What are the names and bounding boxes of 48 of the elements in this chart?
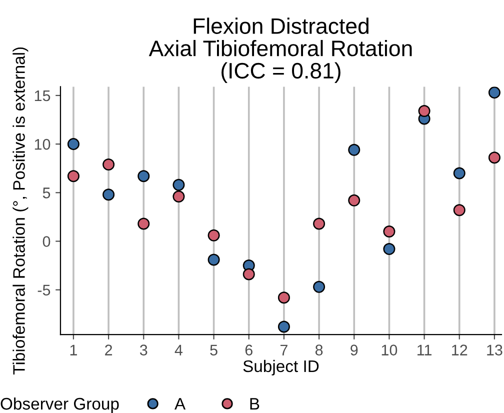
x-tick-label: 13 (487, 344, 502, 356)
x-axis-title: Subject ID (243, 360, 319, 376)
point (138, 170, 150, 182)
point (348, 194, 360, 206)
x-tick-label: 7 (280, 344, 288, 356)
x-tick-label: 1 (70, 344, 77, 356)
point (208, 229, 220, 242)
point (67, 170, 80, 182)
x-tick-label: 9 (350, 344, 358, 356)
x-tick-label: 8 (315, 344, 323, 356)
point (102, 188, 115, 201)
y-tick-label: 15 (34, 90, 50, 102)
chart-title: Flexion Distracted Axial Tibiofemoral Rotation (ICC = 0.81) (148, 18, 412, 83)
legend-title: Observer Group (0, 397, 119, 413)
y-axis-title: Tibiofemoral Rotation (°, Positive is external) (12, 47, 28, 374)
point (348, 144, 360, 156)
point (67, 138, 80, 150)
point (208, 254, 220, 266)
point (138, 218, 150, 230)
y-tick-label: 10 (34, 138, 50, 150)
point (102, 158, 115, 170)
point (488, 152, 500, 164)
x-tick-label: 12 (452, 344, 468, 356)
y-tick-label: 0 (42, 236, 50, 247)
x-tick-label: 4 (174, 344, 183, 356)
x-tick-label: 11 (418, 344, 432, 356)
point (453, 204, 466, 216)
point (313, 218, 326, 230)
legend-label: A (174, 398, 186, 410)
point (172, 190, 185, 203)
x-tick-label: 5 (210, 344, 218, 356)
point (278, 320, 290, 333)
x-tick-label: 3 (140, 344, 148, 356)
legend-label: B (250, 398, 260, 410)
x-tick-label: 10 (382, 344, 398, 356)
point (383, 243, 396, 256)
point (313, 280, 326, 293)
point (242, 268, 255, 280)
y-tick-label: -5 (38, 284, 50, 296)
point (453, 167, 466, 180)
point (278, 292, 290, 304)
point (418, 105, 430, 118)
point (488, 86, 500, 99)
x-tick-label: 2 (105, 344, 112, 356)
x-tick-label: 6 (245, 344, 252, 356)
point (383, 226, 396, 238)
y-tick-label: 5 (42, 188, 50, 198)
point (172, 178, 185, 191)
